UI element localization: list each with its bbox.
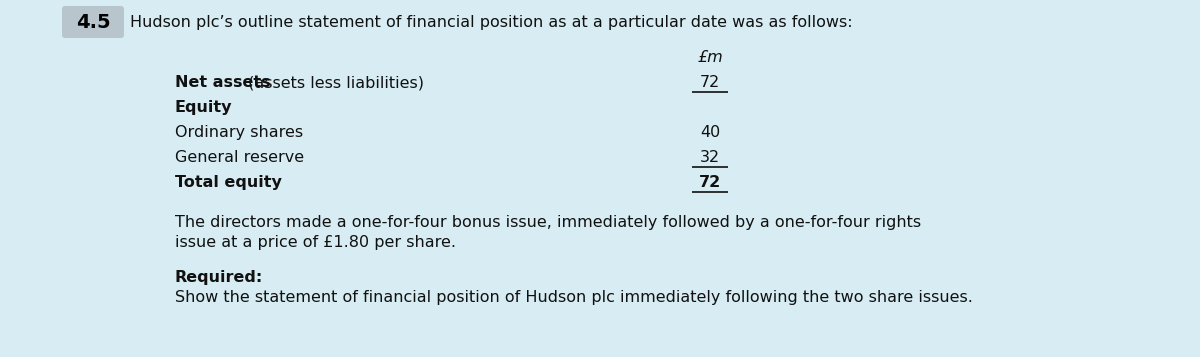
Text: 72: 72: [700, 75, 720, 90]
Text: Required:: Required:: [175, 270, 263, 285]
Text: (assets less liabilities): (assets less liabilities): [242, 75, 424, 90]
Text: £m: £m: [697, 50, 722, 65]
Text: Net assets: Net assets: [175, 75, 271, 90]
Text: Ordinary shares: Ordinary shares: [175, 125, 304, 140]
Text: 32: 32: [700, 150, 720, 165]
Text: Equity: Equity: [175, 100, 233, 115]
Text: 72: 72: [698, 175, 721, 190]
Text: Show the statement of financial position of Hudson plc immediately following the: Show the statement of financial position…: [175, 290, 973, 305]
Text: 40: 40: [700, 125, 720, 140]
Text: Total equity: Total equity: [175, 175, 282, 190]
Text: Hudson plc’s outline statement of financial position as at a particular date was: Hudson plc’s outline statement of financ…: [130, 15, 853, 30]
Text: 4.5: 4.5: [76, 12, 110, 31]
Text: General reserve: General reserve: [175, 150, 304, 165]
Text: issue at a price of £1.80 per share.: issue at a price of £1.80 per share.: [175, 235, 456, 250]
Text: The directors made a one-for-four bonus issue, immediately followed by a one-for: The directors made a one-for-four bonus …: [175, 215, 922, 230]
FancyBboxPatch shape: [62, 6, 124, 38]
